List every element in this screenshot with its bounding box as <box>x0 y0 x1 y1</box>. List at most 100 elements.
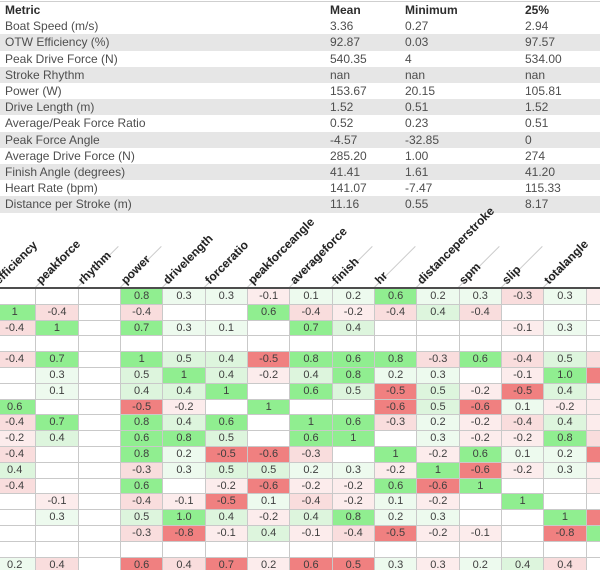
matrix-row: -0.4 0.7 0.8 0.4 0.6 1 0.6 -0.3 0.2 -0.2 -0.4 0.4 <box>0 414 600 432</box>
matrix-cell <box>585 366 600 384</box>
matrix-cell: -0.2 <box>289 477 333 495</box>
value-cell: 1.52 <box>330 99 405 116</box>
matrix-cell: 0.4 <box>331 319 375 337</box>
value-cell: 141.07 <box>330 181 367 196</box>
matrix-cell <box>162 303 206 321</box>
matrix-cell: 0.6 <box>373 477 418 495</box>
matrix-cell <box>35 540 79 558</box>
matrix-cell: 0.5 <box>162 351 206 368</box>
matrix-cell <box>35 398 79 416</box>
matrix-cell: 0.7 <box>35 351 79 368</box>
matrix-cell: -0.1 <box>246 287 291 305</box>
value-cell: -4.57 <box>330 131 405 148</box>
matrix-cell: -0.1 <box>35 493 79 511</box>
matrix-cell: 0.5 <box>119 366 164 384</box>
value-cell: 8.17 <box>525 196 600 213</box>
value-cell: -32.85 <box>405 131 525 148</box>
matrix-cell: 0.4 <box>543 556 587 570</box>
matrix-cell <box>585 382 600 400</box>
matrix-cell <box>458 319 502 337</box>
matrix-cell <box>77 524 121 542</box>
matrix-cell <box>77 287 121 305</box>
heatmap-column-label: hr <box>371 268 391 287</box>
matrix-cell: 0.8 <box>162 430 206 447</box>
matrix-cell <box>585 287 600 305</box>
matrix-cell: -0.2 <box>543 398 587 416</box>
matrix-cell: -0.5 <box>204 445 248 463</box>
matrix-cell: -0.4 <box>35 303 79 321</box>
matrix-cell: 1 <box>289 414 333 432</box>
matrix-cell: 0.2 <box>543 445 587 463</box>
value-cell: 0.27 <box>405 19 429 34</box>
matrix-cell <box>246 540 291 558</box>
matrix-cell <box>416 540 460 558</box>
matrix-cell: -0.4 <box>289 303 333 321</box>
matrix-row <box>0 540 600 558</box>
matrix-cell <box>77 303 121 321</box>
matrix-cell: -0.2 <box>331 493 375 511</box>
matrix-cell: 1 <box>0 303 37 321</box>
summary-row: OTW Efficiency (%) 92.87 0.03 97.57 <box>0 34 600 51</box>
matrix-cell <box>162 540 206 558</box>
matrix-row: -0.4 0.7 1 0.5 0.4 -0.5 0.8 0.6 0.8 -0.3 0.6 -0.4 0.… <box>0 351 600 368</box>
summary-row: Boat Speed (m/s) 3.36 0.27 2.94 <box>0 18 600 34</box>
matrix-cell: 0.4 <box>35 556 79 570</box>
matrix-cell: -0.5 <box>373 524 418 542</box>
metric-cell: OTW Efficiency (%) <box>0 34 330 51</box>
matrix-cell <box>162 335 206 353</box>
matrix-row: -0.4 0.8 0.2 -0.5 -0.6 -0.3 1 -0.2 0.6 0.1 0.2 <box>0 445 600 463</box>
matrix-cell <box>331 398 375 416</box>
metric-cell: Distance per Stroke (m) <box>0 196 330 213</box>
matrix-cell: 0.3 <box>416 509 460 526</box>
summary-row: Peak Drive Force (N) 540.35 4 534.00 <box>0 51 600 67</box>
matrix-cell <box>77 477 121 495</box>
value-cell: 0.23 <box>405 116 429 131</box>
matrix-cell: 0.6 <box>0 398 37 416</box>
matrix-cell: 0.4 <box>0 461 37 479</box>
matrix-cell: 0.3 <box>373 556 418 570</box>
value-cell: 0.51 <box>525 116 549 131</box>
matrix-cell <box>77 351 121 368</box>
value-cell: 1.61 <box>405 164 525 181</box>
summary-row: Stroke Rhythm nan nan nan <box>0 66 600 84</box>
matrix-cell: -0.2 <box>458 414 502 432</box>
matrix-cell: 0.1 <box>289 287 333 305</box>
matrix-cell: 0.1 <box>373 493 418 511</box>
matrix-cell <box>162 477 206 495</box>
matrix-cell: 0.6 <box>373 287 418 305</box>
value-cell: 0.51 <box>405 99 525 116</box>
matrix-cell <box>0 366 37 384</box>
matrix-cell <box>543 493 587 511</box>
value-cell: 0.03 <box>405 34 525 51</box>
matrix-cell: 1 <box>162 366 206 384</box>
matrix-cell: 0.4 <box>289 366 333 384</box>
value-cell: 534.00 <box>525 51 562 66</box>
matrix-cell <box>500 303 545 321</box>
matrix-cell: 0.4 <box>119 382 164 400</box>
matrix-cell: -0.1 <box>458 524 502 542</box>
matrix-cell: 1 <box>246 398 291 416</box>
matrix-cell <box>585 556 600 570</box>
matrix-cell: -0.6 <box>458 461 502 479</box>
value-cell: nan <box>525 66 600 84</box>
matrix-cell: 0.5 <box>416 382 460 400</box>
matrix-cell <box>77 445 121 463</box>
matrix-cell: 0.1 <box>204 319 248 337</box>
matrix-cell: -0.3 <box>500 287 545 305</box>
matrix-cell: 1.0 <box>162 509 206 526</box>
matrix-row <box>0 335 600 353</box>
col-header-mean: Mean <box>330 3 361 17</box>
matrix-cell: 0.7 <box>35 414 79 432</box>
matrix-cell: -0.5 <box>246 351 291 368</box>
matrix-cell <box>585 540 600 558</box>
matrix-cell: -0.1 <box>162 493 206 511</box>
matrix-cell <box>204 335 248 353</box>
matrix-cell: 0.6 <box>204 414 248 432</box>
matrix-cell: 1 <box>331 430 375 447</box>
matrix-cell: 0.4 <box>204 351 248 368</box>
matrix-cell <box>289 335 333 353</box>
matrix-row: 0.3 0.5 1.0 0.4 -0.2 0.4 0.8 0.2 0.3 1 <box>0 509 600 526</box>
matrix-cell <box>500 335 545 353</box>
heatmap-column-label: slip <box>498 262 524 287</box>
